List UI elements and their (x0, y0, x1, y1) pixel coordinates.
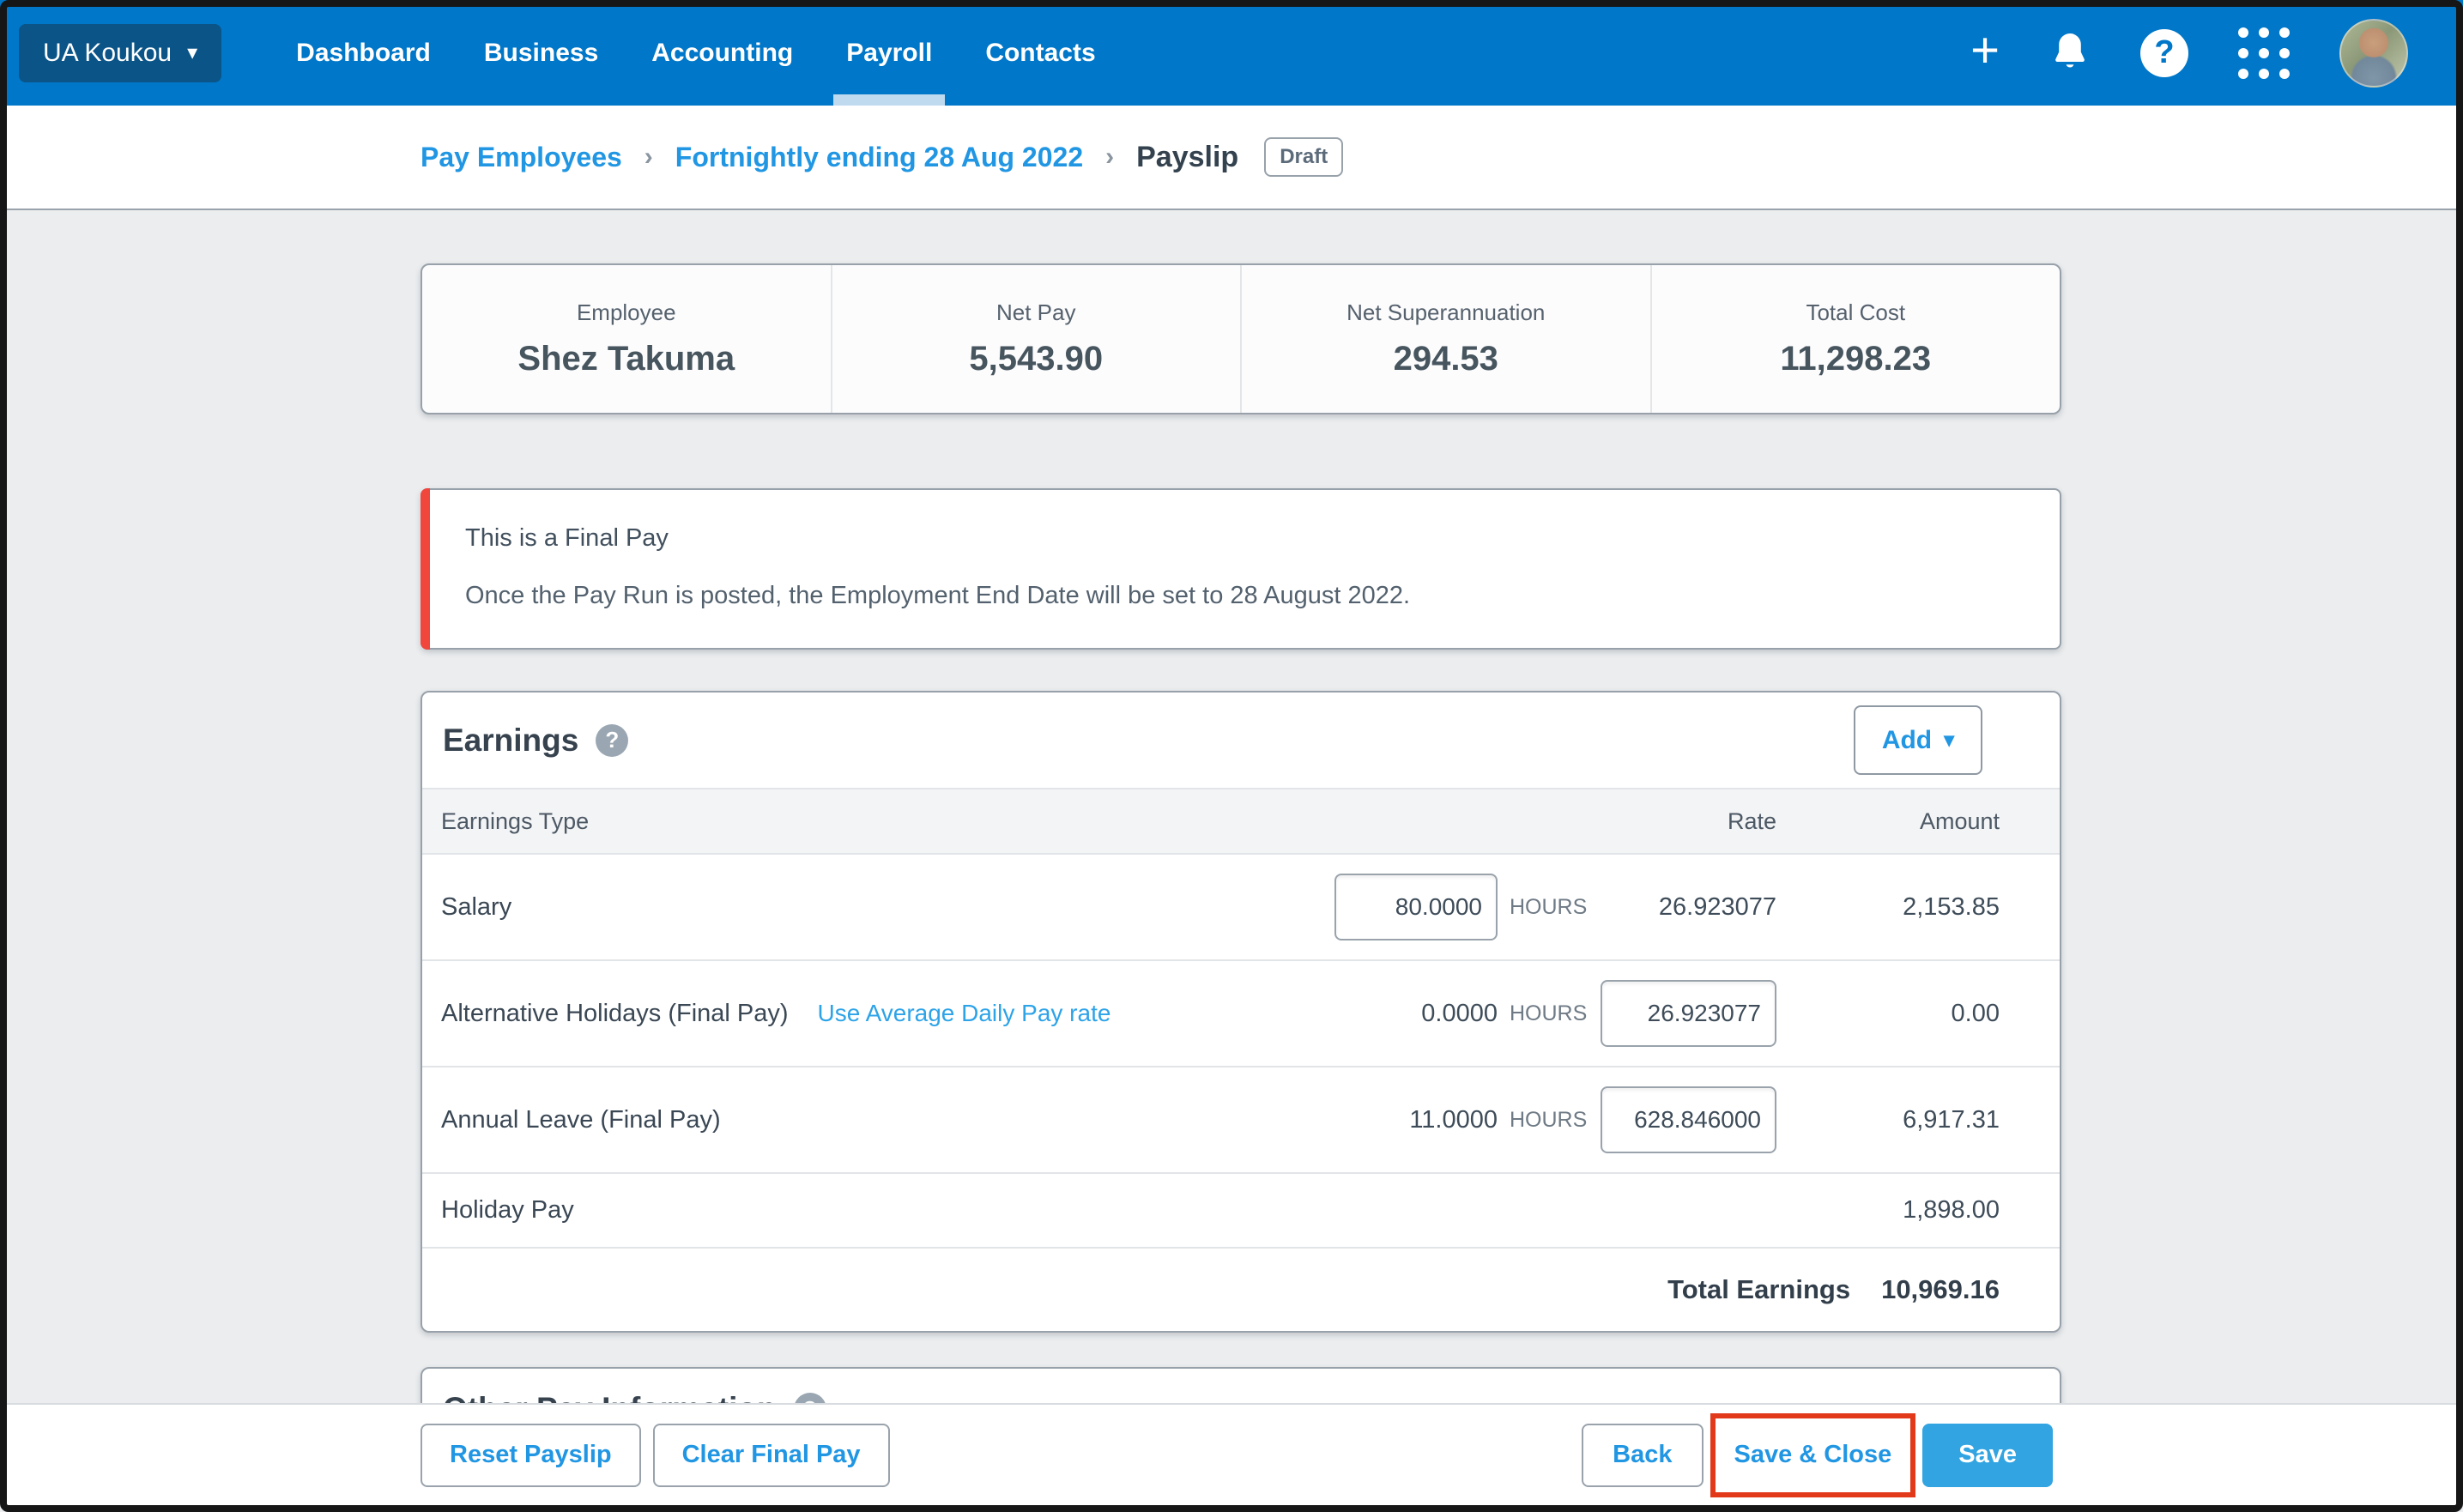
earnings-title: Earnings (443, 722, 579, 758)
plus-icon[interactable]: + (1970, 21, 2000, 78)
save-close-highlight-annotation: Save & Close (1710, 1412, 1916, 1497)
alert-title: This is a Final Pay (465, 524, 669, 552)
total-earnings-row: Total Earnings 10,969.16 (422, 1249, 2060, 1331)
nav-item-payroll[interactable]: Payroll (820, 0, 959, 106)
org-name: UA Koukou (43, 38, 172, 67)
chevron-down-icon: ▾ (187, 41, 198, 64)
annual-leave-rate-input[interactable] (1601, 1086, 1776, 1153)
units-value: 0.0000 (1421, 999, 1498, 1027)
unit-label: HOURS (1510, 894, 1588, 919)
payslip-summary-card: Employee Shez Takuma Net Pay 5,543.90 Ne… (421, 263, 2061, 414)
earnings-type-label: Holiday Pay (441, 1196, 574, 1224)
chevron-down-icon: ▾ (1944, 729, 1955, 752)
earnings-section: Earnings ? Add ▾ Earnings Type Rate Amou… (421, 691, 2061, 1333)
unit-label: HOURS (1510, 1001, 1588, 1025)
user-avatar[interactable] (2339, 18, 2408, 88)
earnings-type-label: Annual Leave (Final Pay) (441, 1105, 721, 1134)
table-row-alternative-holidays: Alternative Holidays (Final Pay) Use Ave… (422, 961, 2060, 1067)
table-row-salary: Salary HOURS 26.923077 2,153.85 (422, 855, 2060, 961)
save-and-close-button[interactable]: Save & Close (1715, 1423, 1911, 1487)
nav-item-contacts[interactable]: Contacts (985, 38, 1096, 67)
amount-value: 6,917.31 (1903, 1105, 2000, 1134)
amount-value: 1,898.00 (1903, 1196, 2000, 1224)
chevron-right-icon: › (644, 142, 653, 171)
amount-value: 2,153.85 (1903, 892, 2000, 921)
amount-value: 0.00 (1951, 999, 2000, 1027)
org-selector-button[interactable]: UA Koukou ▾ (19, 23, 222, 82)
nav-menu: Dashboard Business Accounting Payroll Co… (269, 0, 1123, 106)
breadcrumb-pay-run[interactable]: Fortnightly ending 28 Aug 2022 (675, 141, 1084, 172)
add-earnings-button[interactable]: Add ▾ (1854, 705, 1982, 775)
alert-red-bar (421, 488, 430, 650)
back-button[interactable]: Back (1582, 1423, 1704, 1487)
earnings-help-icon[interactable]: ? (596, 723, 629, 757)
use-average-daily-pay-rate-link[interactable]: Use Average Daily Pay rate (817, 1000, 1111, 1026)
help-icon[interactable]: ? (2140, 28, 2188, 77)
total-earnings-value: 10,969.16 (1881, 1274, 2000, 1304)
rate-value: 26.923077 (1658, 892, 1776, 921)
col-amount: Amount (1919, 807, 2000, 834)
status-badge: Draft (1264, 137, 1344, 177)
top-navigation: UA Koukou ▾ Dashboard Business Accountin… (0, 0, 2463, 106)
nav-right-icons: + ? (1970, 18, 2463, 88)
nav-item-dashboard[interactable]: Dashboard (296, 38, 431, 67)
earnings-type-label: Salary (441, 892, 512, 921)
col-earnings-type: Earnings Type (441, 807, 590, 834)
notifications-bell-icon[interactable] (2049, 31, 2091, 76)
earnings-type-label: Alternative Holidays (Final Pay) (441, 999, 789, 1027)
table-row-holiday-pay: Holiday Pay 1,898.00 (422, 1174, 2060, 1249)
alert-message: Once the Pay Run is posted, the Employme… (465, 582, 1411, 609)
final-pay-alert: This is a Final Pay Once the Pay Run is … (421, 488, 2061, 650)
units-value: 11.0000 (1409, 1105, 1498, 1134)
salary-units-input[interactable] (1334, 874, 1498, 940)
footer-action-bar: Reset Payslip Clear Final Pay Back Save … (0, 1403, 2463, 1505)
alternative-holidays-rate-input[interactable] (1601, 980, 1776, 1047)
total-earnings-label: Total Earnings (1667, 1274, 1851, 1304)
reset-payslip-button[interactable]: Reset Payslip (421, 1423, 641, 1487)
main-content: Employee Shez Takuma Net Pay 5,543.90 Ne… (0, 210, 2463, 1487)
table-row-annual-leave: Annual Leave (Final Pay) 11.0000 HOURS 6… (422, 1067, 2060, 1174)
chevron-right-icon: › (1105, 142, 1115, 171)
unit-label: HOURS (1510, 1107, 1588, 1132)
col-rate: Rate (1727, 807, 1776, 834)
apps-grid-icon[interactable] (2238, 27, 2290, 79)
save-button[interactable]: Save (1922, 1423, 2053, 1487)
earnings-header: Earnings ? Add ▾ (422, 692, 2060, 788)
clear-final-pay-button[interactable]: Clear Final Pay (652, 1423, 890, 1487)
nav-item-accounting[interactable]: Accounting (651, 38, 794, 67)
page-title: Payslip (1136, 140, 1239, 173)
breadcrumb-pay-employees[interactable]: Pay Employees (421, 141, 622, 172)
breadcrumb: Pay Employees › Fortnightly ending 28 Au… (0, 106, 2463, 210)
summary-net-superannuation: Net Superannuation 294.53 (1240, 265, 1650, 413)
summary-total-cost: Total Cost 11,298.23 (1649, 265, 2061, 413)
summary-employee: Employee Shez Takuma (517, 299, 735, 378)
earnings-table-header: Earnings Type Rate Amount (422, 788, 2060, 855)
summary-net-pay: Net Pay 5,543.90 (830, 265, 1241, 413)
nav-item-business[interactable]: Business (483, 38, 599, 67)
